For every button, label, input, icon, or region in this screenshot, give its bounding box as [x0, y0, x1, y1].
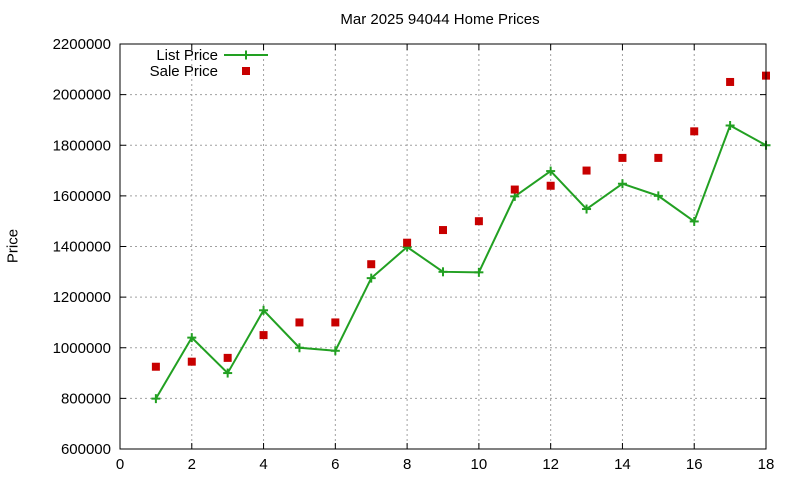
- sale-price-point: [474, 217, 483, 226]
- sale-price-point: [546, 181, 555, 190]
- sale-price-point: [690, 127, 699, 136]
- list-price-point: [546, 166, 556, 176]
- list-price-point: [187, 333, 197, 343]
- list-price-point: [582, 204, 592, 214]
- sale-price-point: [259, 331, 268, 340]
- y-tick-label: 600000: [61, 441, 111, 458]
- x-tick-label: 6: [331, 456, 339, 473]
- list-price-point: [689, 216, 699, 226]
- sale-price-point: [439, 226, 447, 235]
- sale-price-point: [367, 260, 376, 269]
- y-tick-label: 2200000: [53, 36, 111, 53]
- plot-frame: [119, 43, 767, 450]
- series-layer: [151, 71, 771, 404]
- series-list-price: [151, 121, 771, 404]
- x-tick-label: 0: [116, 456, 124, 473]
- y-tick-label: 1000000: [53, 340, 111, 357]
- x-tick-label: 2: [188, 456, 196, 473]
- legend-label: List Price: [156, 47, 218, 64]
- sale-price-point: [618, 153, 627, 162]
- list-price-point: [330, 346, 340, 356]
- sale-price-point: [187, 357, 196, 366]
- legend-point-swatch: [242, 67, 250, 75]
- list-price-point: [294, 343, 304, 353]
- y-tick-label: 1400000: [53, 239, 111, 256]
- x-tick-label: 10: [471, 456, 488, 473]
- sale-price-point: [582, 166, 591, 175]
- x-tick-label: 16: [686, 456, 703, 473]
- x-tick-label: 18: [758, 456, 775, 473]
- legend-label: Sale Price: [150, 63, 218, 80]
- sale-price-point: [331, 318, 340, 327]
- x-tick-label: 14: [614, 456, 631, 473]
- sale-price-point: [510, 185, 519, 194]
- list-price-point: [438, 267, 448, 277]
- legend-point-swatch: [241, 50, 251, 60]
- list-price-point: [259, 305, 269, 315]
- list-price-point: [617, 179, 627, 189]
- list-price-point: [474, 267, 484, 277]
- y-tick-label: 1600000: [53, 188, 111, 205]
- y-tick-label: 800000: [61, 390, 111, 407]
- chart-title: Mar 2025 94044 Home Prices: [340, 11, 540, 28]
- y-tick-label: 1800000: [53, 137, 111, 154]
- sale-price-point: [151, 362, 160, 371]
- y-tick-label: 2000000: [53, 87, 111, 104]
- list-price-point: [223, 368, 233, 378]
- sale-price-point: [654, 153, 663, 162]
- sale-price-point: [295, 318, 304, 327]
- list-price-point: [151, 394, 161, 404]
- list-price-line: [155, 124, 767, 400]
- series-sale-price: [151, 71, 770, 371]
- sale-price-point: [403, 238, 412, 247]
- y-tick-label: 1200000: [53, 289, 111, 306]
- sale-price-point: [726, 77, 735, 86]
- list-price-point: [366, 273, 376, 283]
- list-price-point: [653, 191, 663, 201]
- sale-price-point: [223, 353, 232, 362]
- grid-lines: [120, 44, 766, 449]
- list-price-point: [725, 121, 735, 131]
- x-tick-label: 8: [403, 456, 411, 473]
- x-tick-label: 4: [259, 456, 267, 473]
- x-tick-label: 12: [542, 456, 559, 473]
- tick-labels: 0 2 4 6 8 10 12 14 16 18 600000 800000 1000000 120000…: [53, 36, 775, 473]
